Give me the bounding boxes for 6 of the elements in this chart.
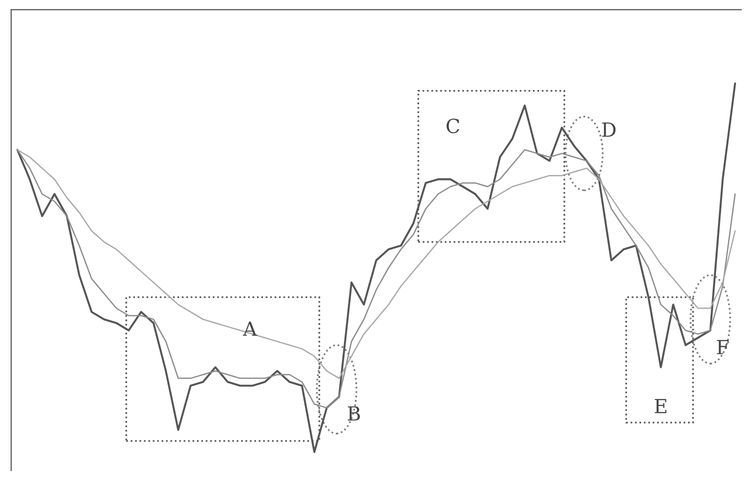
annotation: F [717,340,729,354]
annotation: A [242,322,258,336]
annotation: D [602,122,616,137]
annotation: E [654,398,666,414]
annotation: C [446,118,460,134]
annotation: B [348,406,360,421]
